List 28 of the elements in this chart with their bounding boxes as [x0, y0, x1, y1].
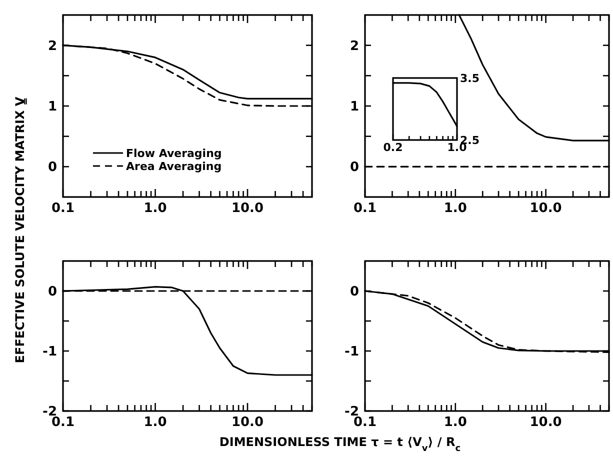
x-tick-label: 10.0	[231, 415, 264, 430]
x-tick-label: 0.2	[383, 141, 403, 154]
y-tick-label: 0	[350, 160, 359, 176]
x-tick-label: 10.0	[530, 415, 562, 430]
x-tick-label: 1.0	[444, 201, 467, 216]
y-tick-label: -1	[42, 344, 57, 360]
y-tick-label: 0	[48, 284, 57, 300]
y-tick-label: 0	[48, 160, 57, 176]
y-tick-label: 1	[48, 100, 57, 115]
x-tick-label: 10.0	[530, 201, 562, 216]
x-tick-label: 0.1	[353, 201, 377, 216]
x-tick-label: 1.0	[144, 201, 167, 216]
legend-label: Area Averaging	[126, 160, 222, 173]
y-tick-label: 0	[350, 284, 359, 300]
y-tick-label: 2	[48, 38, 57, 54]
y-axis-title: EFFECTIVE SOLUTE VELOCITY MATRIX V̳	[13, 96, 27, 364]
x-tick-label: 1.0	[144, 415, 167, 430]
x-axis-title: DIMENSIONLESS TIME τ = t ⟨V$_{v}$⟩ / R$_{c}$	[219, 435, 461, 454]
y-tick-label: 3.5	[460, 72, 480, 85]
x-tick-label: 0.1	[51, 415, 75, 430]
x-tick-label: 1.0	[444, 415, 467, 430]
legend-label: Flow Averaging	[126, 146, 222, 160]
x-tick-label: 0.1	[51, 201, 75, 216]
y-tick-label: 2	[350, 38, 359, 54]
x-tick-label: 10.0	[231, 201, 264, 216]
x-tick-label: 0.1	[353, 415, 377, 430]
y-tick-label: 1	[350, 100, 359, 115]
y-tick-label: -1	[344, 344, 359, 360]
